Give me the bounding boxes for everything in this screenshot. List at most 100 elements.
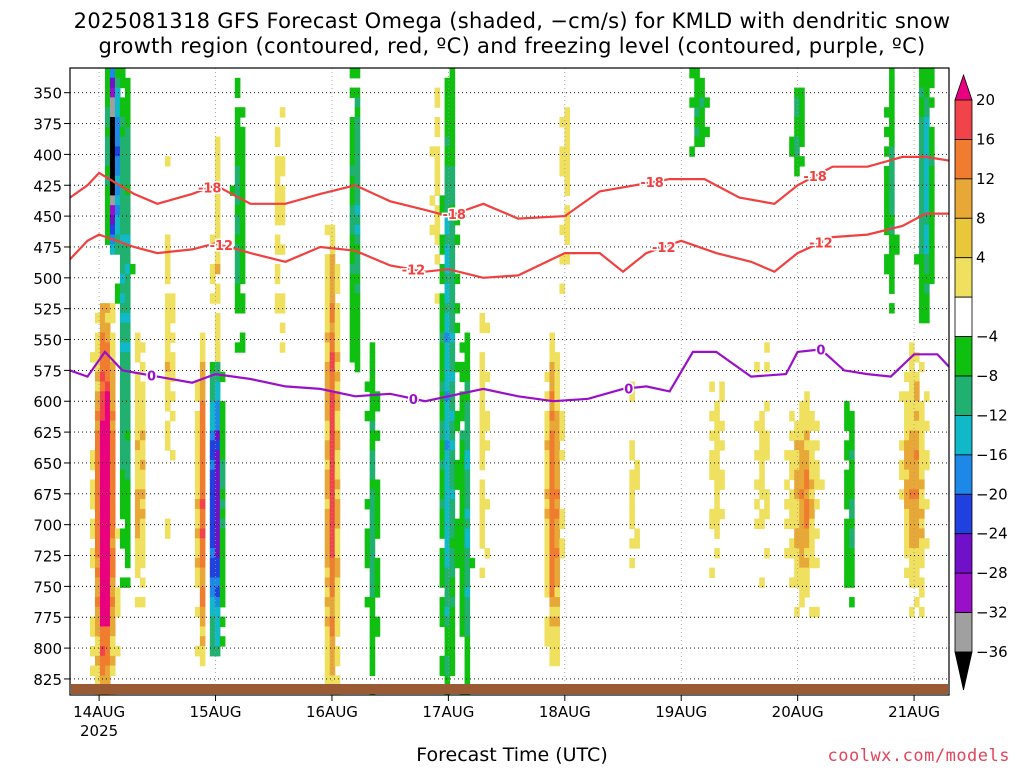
omega-cell — [214, 567, 221, 579]
omega-cell — [94, 312, 101, 324]
omega-cell — [134, 508, 141, 520]
omega-cell — [914, 548, 920, 559]
omega-cell — [479, 508, 486, 520]
omega-cell — [889, 136, 895, 147]
omega-cell — [804, 538, 810, 549]
omega-cell — [919, 303, 925, 314]
omega-cell — [124, 107, 131, 118]
omega-cell — [214, 381, 221, 392]
omega-cell — [354, 185, 361, 196]
contour-label: -12 — [809, 236, 833, 251]
omega-cell — [329, 410, 336, 422]
omega-cell — [94, 440, 101, 451]
omega-cell — [349, 175, 356, 187]
omega-cell — [794, 156, 800, 167]
omega-cell — [924, 391, 930, 402]
omega-cell — [914, 538, 920, 549]
omega-cell — [139, 401, 146, 412]
omega-cell — [689, 68, 695, 79]
omega-cell — [354, 322, 361, 334]
omega-cell — [109, 646, 116, 657]
omega-cell — [239, 136, 246, 147]
omega-cell — [324, 606, 331, 618]
omega-cell — [349, 322, 356, 334]
omega-cell — [124, 518, 131, 530]
omega-cell — [814, 459, 820, 471]
omega-cell — [454, 303, 461, 314]
omega-cell — [94, 606, 101, 618]
omega-cell — [434, 116, 441, 128]
omega-cell — [364, 538, 371, 549]
omega-cell — [349, 214, 356, 226]
omega-cell — [124, 420, 131, 432]
omega-cell — [849, 508, 855, 520]
omega-cell — [334, 655, 341, 667]
pressure-tick-label: 750 — [33, 578, 62, 596]
omega-cell — [104, 567, 111, 579]
omega-cell — [449, 293, 456, 304]
time-axis: 14AUG 15AUG 16AUG 17AUG 18AUG 19AUG 20AUG 21AUG… — [73, 695, 940, 740]
omega-cell — [104, 175, 111, 187]
omega-cell — [439, 459, 446, 471]
omega-cell — [199, 371, 206, 383]
omega-cell — [559, 538, 566, 549]
omega-cell — [444, 606, 451, 618]
omega-cell — [924, 195, 930, 206]
omega-cell — [274, 185, 281, 196]
omega-cell — [464, 401, 471, 412]
omega-cell — [99, 626, 106, 637]
omega-cell — [919, 165, 925, 177]
omega-cell — [239, 293, 246, 304]
omega-cell — [889, 68, 895, 79]
omega-cell — [369, 371, 376, 383]
omega-cell — [544, 371, 551, 383]
omega-cell — [794, 420, 800, 432]
omega-cell — [124, 538, 131, 549]
omega-cell — [714, 440, 720, 451]
omega-cell — [109, 146, 116, 157]
omega-cell — [844, 401, 850, 412]
omega-cell — [334, 342, 341, 353]
omega-cell — [234, 77, 241, 89]
omega-cell — [449, 352, 456, 363]
omega-cell — [719, 440, 725, 451]
omega-cell — [214, 224, 221, 236]
omega-cell — [479, 361, 486, 373]
omega-cell — [479, 401, 486, 412]
colorbar-label: −8 — [976, 367, 998, 385]
omega-cell — [354, 361, 361, 373]
omega-cell — [894, 234, 900, 245]
omega-cell — [124, 459, 131, 471]
omega-cell — [234, 126, 241, 138]
omega-cell — [924, 175, 930, 187]
omega-cell — [349, 254, 356, 265]
omega-cell — [764, 548, 770, 559]
omega-cell — [554, 489, 561, 500]
omega-cell — [719, 420, 725, 432]
omega-cell — [904, 401, 910, 412]
omega-cell — [114, 293, 121, 304]
omega-cell — [799, 107, 805, 118]
omega-cell — [274, 263, 281, 275]
omega-cell — [209, 420, 216, 432]
omega-cell — [444, 597, 451, 608]
omega-cell — [214, 322, 221, 334]
omega-cell — [104, 655, 111, 667]
omega-cell — [104, 381, 111, 392]
omega-cell — [544, 459, 551, 471]
omega-cell — [374, 616, 381, 628]
omega-cell — [324, 293, 331, 304]
omega-cell — [104, 214, 111, 226]
omega-cell — [919, 126, 925, 138]
omega-cell — [169, 312, 176, 324]
omega-cell — [629, 469, 635, 481]
omega-cell — [119, 332, 126, 343]
omega-cell — [444, 146, 451, 157]
omega-cell — [549, 469, 556, 481]
omega-cell — [329, 567, 336, 579]
omega-cell — [214, 401, 221, 412]
omega-cell — [119, 312, 126, 324]
omega-cell — [364, 548, 371, 559]
omega-cell — [234, 185, 241, 196]
omega-cell — [219, 636, 226, 647]
